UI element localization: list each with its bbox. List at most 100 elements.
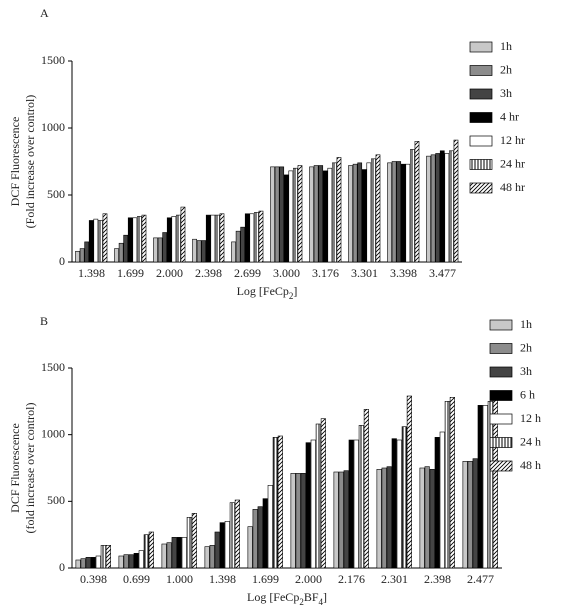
bar: [141, 214, 147, 263]
legend-label: 3h: [500, 86, 512, 100]
bar: [210, 214, 216, 263]
legend-swatch: [489, 437, 513, 448]
bar: [295, 473, 301, 569]
legend-swatch: [469, 88, 493, 100]
x-axis-label-part: 2: [299, 597, 304, 607]
bar: [348, 439, 354, 569]
bar: [88, 220, 94, 263]
bar: [85, 557, 91, 569]
bar: [305, 442, 311, 569]
bar: [363, 409, 369, 569]
bar: [138, 550, 144, 569]
x-tick-label: 3.477: [429, 266, 456, 280]
x-tick-label: 3.301: [351, 266, 378, 280]
bar: [315, 423, 321, 569]
legend-label: 2h: [520, 340, 532, 354]
bar: [435, 153, 441, 263]
bar: [414, 141, 420, 263]
y-axis-label: DCF Fluorescence: [8, 423, 22, 513]
bar: [444, 153, 450, 263]
bar: [310, 439, 316, 569]
bar: [224, 521, 230, 569]
bar: [244, 213, 250, 263]
x-tick-label: 3.000: [273, 266, 300, 280]
bar: [429, 469, 435, 569]
legend-swatch: [469, 65, 493, 76]
legend-label: 1h: [520, 317, 532, 331]
legend-label: 12 h: [520, 411, 541, 425]
bar: [426, 155, 431, 263]
x-tick-label: 3.176: [312, 266, 339, 280]
bar: [75, 250, 80, 263]
bar: [215, 214, 220, 263]
bar: [191, 513, 197, 569]
bar: [100, 545, 106, 569]
x-axis-label-part: BF: [304, 590, 319, 604]
bar: [176, 214, 181, 263]
bar: [401, 426, 407, 569]
x-tick-label: 2.477: [467, 572, 494, 586]
bar: [98, 220, 103, 263]
bar: [214, 531, 220, 569]
bar: [114, 248, 119, 263]
bar: [424, 466, 430, 569]
bar: [181, 537, 187, 569]
bar: [137, 216, 142, 263]
bar: [148, 531, 154, 569]
x-axis-label-part: 4: [319, 597, 324, 607]
bar: [410, 149, 415, 263]
bar: [419, 467, 425, 569]
legend-label: 2h: [500, 62, 512, 76]
bar: [118, 242, 124, 263]
bar: [166, 217, 172, 263]
x-tick-label: 1.398: [78, 266, 105, 280]
bar: [90, 557, 96, 569]
y-tick-label: 0: [59, 254, 65, 268]
bar: [482, 405, 488, 569]
legend-swatch: [469, 41, 493, 53]
x-axis-label: Log [FeCp2BF4]: [247, 590, 327, 607]
bar: [118, 555, 124, 569]
bar: [133, 553, 139, 569]
bar: [192, 238, 197, 263]
legend-swatch: [489, 413, 513, 425]
bar: [386, 466, 392, 569]
x-tick-label: 2.000: [295, 572, 322, 586]
bar: [313, 165, 319, 263]
bar: [283, 174, 289, 263]
bar: [288, 170, 294, 263]
bar: [366, 162, 372, 263]
bar: [234, 499, 240, 569]
bar: [353, 439, 359, 569]
bar: [387, 162, 392, 263]
y-axis-label: (fold increase over control): [23, 403, 37, 534]
legend-swatch: [489, 460, 513, 472]
x-tick-label: 1.699: [252, 572, 279, 586]
bar: [79, 248, 85, 263]
bar: [247, 526, 253, 569]
bar: [201, 240, 207, 263]
x-tick-label: 0.699: [123, 572, 150, 586]
bar: [318, 165, 324, 263]
bar: [472, 458, 478, 569]
legend-swatch: [469, 112, 493, 123]
bar: [123, 554, 129, 569]
bar: [467, 461, 473, 569]
bar: [343, 470, 349, 569]
legend-label: 24 hr: [500, 156, 525, 170]
bar: [405, 163, 411, 263]
bar: [477, 405, 483, 569]
bar: [376, 469, 382, 569]
bar: [204, 546, 210, 569]
legend-label: 24 h: [520, 434, 541, 448]
x-axis-label-part: ]: [323, 590, 327, 604]
bar: [229, 502, 235, 569]
bar: [176, 537, 182, 569]
y-tick-label: 500: [47, 493, 65, 507]
legend-swatch: [489, 390, 513, 401]
bar: [449, 150, 454, 263]
bar: [300, 473, 306, 569]
bar: [252, 509, 258, 569]
y-axis-label: (Fold increase over control): [23, 95, 37, 229]
